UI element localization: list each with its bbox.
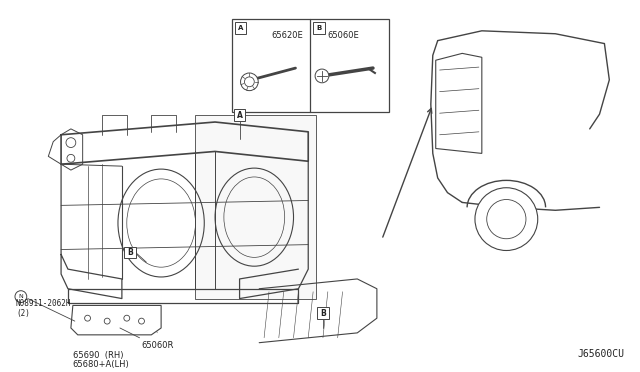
Text: A: A xyxy=(237,110,243,120)
Circle shape xyxy=(84,315,90,321)
Polygon shape xyxy=(71,305,161,335)
Circle shape xyxy=(67,154,75,162)
Bar xyxy=(124,247,136,258)
Circle shape xyxy=(241,73,258,91)
Text: 65680+A(LH): 65680+A(LH) xyxy=(73,360,129,369)
Bar xyxy=(234,109,246,121)
Bar xyxy=(313,22,325,34)
Circle shape xyxy=(66,138,76,148)
Bar xyxy=(317,307,329,319)
Circle shape xyxy=(138,318,145,324)
Text: N08911-2062H
(2): N08911-2062H (2) xyxy=(16,299,72,318)
Text: 65060R: 65060R xyxy=(141,341,174,350)
Circle shape xyxy=(104,318,110,324)
Text: J65600CU: J65600CU xyxy=(577,349,624,359)
Circle shape xyxy=(124,315,130,321)
Polygon shape xyxy=(436,53,482,153)
Circle shape xyxy=(487,199,526,239)
Text: B: B xyxy=(127,248,132,257)
Text: 65690  (RH): 65690 (RH) xyxy=(73,350,124,360)
Circle shape xyxy=(15,291,27,302)
Circle shape xyxy=(244,77,254,87)
Circle shape xyxy=(475,188,538,250)
Text: 65060E: 65060E xyxy=(328,31,360,40)
Bar xyxy=(232,19,388,112)
Circle shape xyxy=(315,69,329,83)
Polygon shape xyxy=(195,115,316,299)
Bar xyxy=(235,22,246,34)
Text: N: N xyxy=(19,294,23,299)
Text: B: B xyxy=(320,309,326,318)
Text: B: B xyxy=(316,25,322,31)
Text: A: A xyxy=(238,25,243,31)
Text: 65620E: 65620E xyxy=(271,31,303,40)
